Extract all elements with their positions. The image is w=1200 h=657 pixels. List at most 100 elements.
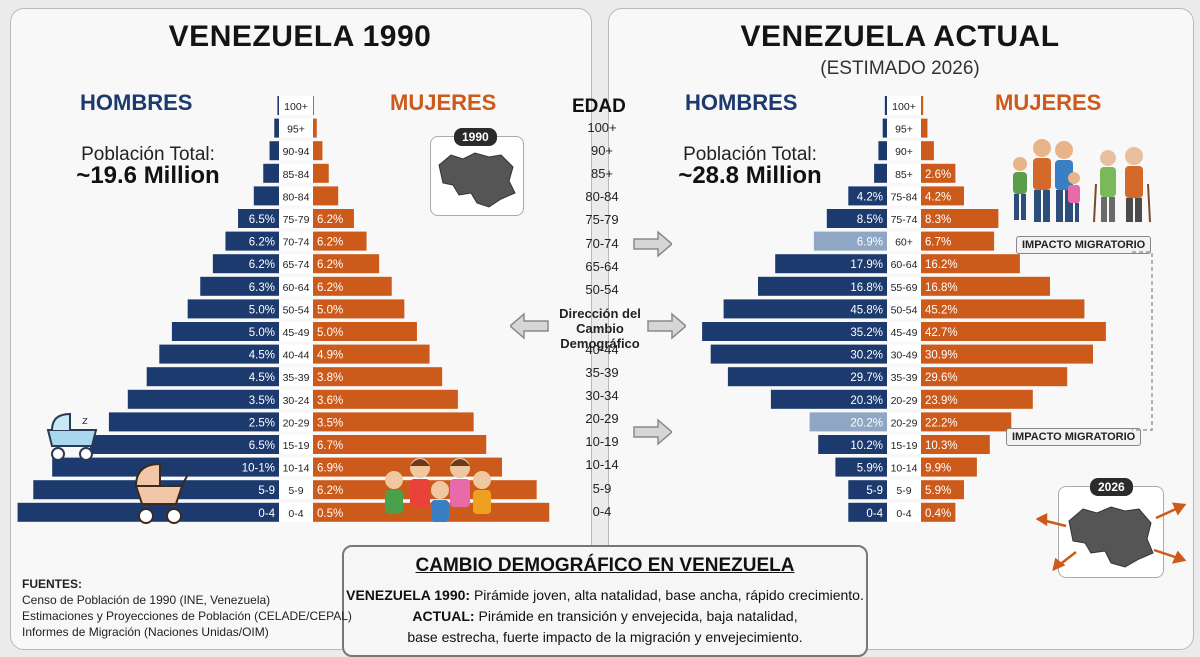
data-label-men: 17.9% — [850, 259, 883, 271]
tick-label: 75-79 — [283, 214, 310, 226]
svg-text:z: z — [82, 414, 88, 427]
bar-women — [921, 276, 1050, 296]
bar-women — [313, 412, 474, 432]
bar-men — [848, 480, 887, 500]
bar-men — [727, 367, 887, 387]
data-label-men: 5.0% — [249, 304, 275, 316]
bar-men — [269, 141, 279, 161]
age-cell — [887, 344, 921, 364]
tick-label: 90+ — [895, 146, 913, 158]
data-label-women: 3.8% — [317, 372, 343, 384]
venezuela-map-icon — [438, 152, 516, 208]
data-label-women: 3.5% — [317, 417, 343, 429]
bar-men — [770, 389, 887, 409]
family-icon — [1013, 139, 1151, 223]
age-cell — [887, 96, 921, 115]
bar-women — [313, 186, 339, 206]
age-cell — [279, 118, 313, 138]
bar-women — [313, 163, 329, 183]
data-label-women: 16.2% — [925, 259, 958, 271]
bar-women — [313, 118, 317, 138]
bar-men — [127, 389, 279, 409]
tick-label: 30-49 — [891, 350, 918, 362]
women-label-1990: MUJERES — [390, 90, 497, 115]
bar-men — [835, 457, 887, 477]
bar-women — [313, 276, 392, 296]
bar-men — [171, 322, 279, 341]
age-label: 70-74 — [585, 235, 619, 251]
age-label: 10-14 — [585, 457, 619, 473]
age-label: 5-9 — [592, 480, 612, 496]
bar-women — [313, 231, 367, 251]
tick-label: 75-74 — [891, 214, 918, 226]
age-cell — [279, 502, 313, 522]
bar-women — [921, 435, 990, 454]
bar-women — [313, 299, 405, 319]
tick-label: 100+ — [892, 101, 916, 113]
children-icon — [385, 458, 491, 522]
tick-label: 95+ — [895, 124, 913, 136]
bar-men — [253, 186, 279, 206]
bar-women — [313, 344, 430, 364]
data-label-men: 3.5% — [249, 395, 275, 407]
age-cell — [887, 502, 921, 522]
age-cell — [279, 186, 313, 206]
age-cell — [279, 96, 313, 115]
bar-men — [200, 276, 279, 296]
arrow-left-icon — [510, 312, 549, 340]
data-label-women: 29.6% — [925, 372, 958, 384]
tick-label: 45-49 — [283, 327, 310, 339]
direction-note: Dirección del Cambio Demográfico — [540, 306, 660, 351]
bar-men — [710, 344, 887, 364]
tick-label: 70-74 — [283, 237, 310, 249]
bar-women — [921, 141, 934, 161]
data-label-men: 6.2% — [249, 259, 275, 271]
bar-women — [921, 389, 1033, 409]
data-label-women: 0.4% — [925, 508, 951, 520]
summary-line-3: base estrecha, fuerte impacto de la migr… — [407, 629, 803, 645]
data-label-women: 6.2% — [317, 259, 343, 271]
summary-line-1-text: Pirámide joven, alta natalidad, base anc… — [470, 587, 864, 603]
bar-men — [212, 254, 279, 274]
tick-label: 100+ — [284, 101, 308, 113]
age-cell — [887, 254, 921, 274]
data-label-women: 42.7% — [925, 327, 958, 339]
bar-men — [108, 412, 280, 432]
data-label-women: 8.3% — [925, 214, 951, 226]
bar-women — [313, 367, 443, 387]
title-1990: VENEZUELA 1990 — [168, 20, 432, 53]
bar-men — [775, 254, 887, 274]
direction-note-line-3: Demográfico — [560, 336, 640, 351]
population-label-1990: Población Total: — [81, 144, 215, 165]
bar-men — [52, 457, 280, 477]
bar-women — [921, 322, 1106, 341]
bar-women — [921, 163, 956, 183]
source-item: Informes de Migración (Naciones Unidas/O… — [22, 625, 269, 639]
data-label-women: 5.0% — [317, 304, 343, 316]
bar-men — [758, 276, 887, 296]
age-label: 10-19 — [585, 434, 619, 450]
data-label-women: 9.9% — [925, 463, 951, 475]
tick-label: 50-54 — [891, 304, 918, 316]
map-1990 — [430, 136, 524, 216]
data-label-women: 16.8% — [925, 282, 958, 294]
data-label-men: 6.5% — [249, 214, 275, 226]
age-cell — [887, 480, 921, 500]
bar-women — [313, 96, 314, 115]
data-label-men: 0-4 — [258, 508, 275, 520]
tick-label: 35-39 — [283, 372, 310, 384]
age-cell — [279, 480, 313, 500]
data-label-women: 22.2% — [925, 417, 958, 429]
bar-women — [921, 457, 977, 477]
data-label-men: 35.2% — [850, 327, 883, 339]
data-label-men: 5.0% — [249, 327, 275, 339]
age-cell — [887, 141, 921, 161]
source-item: Censo de Población de 1990 (INE, Venezue… — [22, 593, 271, 607]
direction-note-line-1: Dirección del — [559, 306, 641, 321]
age-label: 85+ — [590, 166, 614, 182]
data-label-men: 5-9 — [866, 485, 883, 497]
tick-label: 30-24 — [283, 395, 310, 407]
summary-line-1: VENEZUELA 1990: Pirámide joven, alta nat… — [344, 587, 866, 603]
bar-men — [826, 209, 887, 228]
